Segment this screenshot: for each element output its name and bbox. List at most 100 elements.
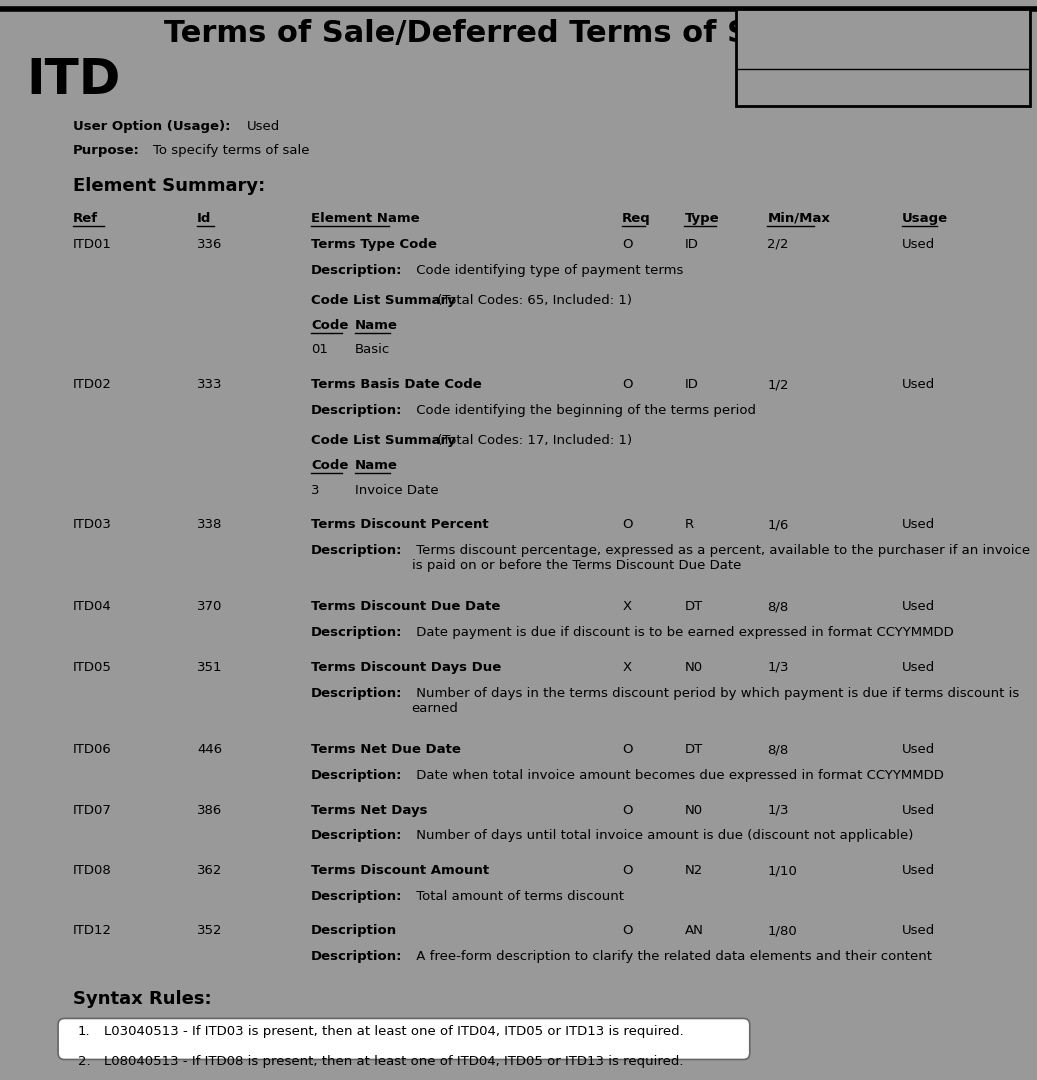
Text: 1/6: 1/6 bbox=[767, 518, 789, 531]
FancyBboxPatch shape bbox=[58, 1018, 750, 1059]
Text: O: O bbox=[622, 743, 633, 756]
Text: Name: Name bbox=[355, 459, 397, 472]
Text: 2.: 2. bbox=[78, 1055, 90, 1068]
Text: 01: 01 bbox=[311, 343, 328, 356]
Text: Used: Used bbox=[902, 378, 935, 391]
Text: Name: Name bbox=[355, 319, 397, 332]
Text: Syntax Rules:: Syntax Rules: bbox=[73, 990, 212, 1009]
Text: O: O bbox=[622, 378, 633, 391]
Text: Purpose:: Purpose: bbox=[73, 144, 139, 157]
Text: Number of days until total invoice amount is due (discount not applicable): Number of days until total invoice amoun… bbox=[412, 829, 913, 842]
Text: Max: >1: Max: >1 bbox=[970, 30, 1022, 43]
Text: Date when total invoice amount becomes due expressed in format CCYYMMDD: Date when total invoice amount becomes d… bbox=[412, 769, 944, 782]
Text: Description:: Description: bbox=[311, 890, 402, 903]
Text: A free-form description to clarify the related data elements and their content: A free-form description to clarify the r… bbox=[412, 950, 931, 963]
Text: Used: Used bbox=[902, 661, 935, 674]
Text: Terms Type Code: Terms Type Code bbox=[311, 238, 437, 251]
Text: User Option (Usage):: User Option (Usage): bbox=[73, 120, 230, 133]
Text: 386: 386 bbox=[197, 804, 222, 816]
Text: Loop: N/A: Loop: N/A bbox=[744, 82, 804, 95]
Text: Element Summary:: Element Summary: bbox=[73, 177, 264, 195]
Text: Description:: Description: bbox=[311, 626, 402, 639]
Text: Ref: Ref bbox=[73, 212, 97, 225]
Text: ID: ID bbox=[684, 238, 698, 251]
Text: Code: Code bbox=[311, 459, 348, 472]
Text: X: X bbox=[622, 600, 632, 613]
Text: L08040513 - If ITD08 is present, then at least one of ITD04, ITD05 or ITD13 is r: L08040513 - If ITD08 is present, then at… bbox=[104, 1055, 683, 1068]
Text: ITD12: ITD12 bbox=[73, 924, 112, 937]
Text: N0: N0 bbox=[684, 804, 702, 816]
Text: 1/3: 1/3 bbox=[767, 804, 789, 816]
Text: 352: 352 bbox=[197, 924, 223, 937]
Text: Code identifying type of payment terms: Code identifying type of payment terms bbox=[412, 264, 683, 276]
Text: ITD01: ITD01 bbox=[73, 238, 111, 251]
Text: Used: Used bbox=[902, 864, 935, 877]
Text: ITD08: ITD08 bbox=[73, 864, 111, 877]
Text: ITD04: ITD04 bbox=[73, 600, 111, 613]
Text: Description:: Description: bbox=[311, 544, 402, 557]
Text: Used: Used bbox=[902, 518, 935, 531]
Text: 1/80: 1/80 bbox=[767, 924, 797, 937]
Text: Used: Used bbox=[902, 924, 935, 937]
Text: L03040513 - If ITD03 is present, then at least one of ITD04, ITD05 or ITD13 is r: L03040513 - If ITD03 is present, then at… bbox=[104, 1025, 683, 1038]
Text: DT: DT bbox=[684, 743, 703, 756]
Text: ITD07: ITD07 bbox=[73, 804, 111, 816]
Text: Terms discount percentage, expressed as a percent, available to the purchaser if: Terms discount percentage, expressed as … bbox=[412, 544, 1030, 572]
Text: 1/10: 1/10 bbox=[767, 864, 797, 877]
Text: Total amount of terms discount: Total amount of terms discount bbox=[412, 890, 623, 903]
Text: Req: Req bbox=[622, 212, 651, 225]
Text: Description:: Description: bbox=[311, 829, 402, 842]
Text: Description:: Description: bbox=[311, 769, 402, 782]
Text: Description:: Description: bbox=[311, 950, 402, 963]
Text: 8/8: 8/8 bbox=[767, 600, 788, 613]
Text: ID: ID bbox=[684, 378, 698, 391]
Text: R: R bbox=[684, 518, 694, 531]
Text: Terms Net Days: Terms Net Days bbox=[311, 804, 427, 816]
Text: To specify terms of sale: To specify terms of sale bbox=[153, 144, 310, 157]
Text: 2/2: 2/2 bbox=[767, 238, 789, 251]
Text: X: X bbox=[622, 661, 632, 674]
Text: DT: DT bbox=[684, 600, 703, 613]
Text: O: O bbox=[622, 864, 633, 877]
Text: ITD05: ITD05 bbox=[73, 661, 111, 674]
Text: 338: 338 bbox=[197, 518, 222, 531]
Text: (Total Codes: 17, Included: 1): (Total Codes: 17, Included: 1) bbox=[433, 434, 633, 447]
Text: ITD03: ITD03 bbox=[73, 518, 111, 531]
Text: Basic: Basic bbox=[355, 343, 390, 356]
Text: Terms Discount Amount: Terms Discount Amount bbox=[311, 864, 489, 877]
Text: 1/3: 1/3 bbox=[767, 661, 789, 674]
Text: Usage: Usage bbox=[902, 212, 948, 225]
Text: Used: Used bbox=[902, 600, 935, 613]
FancyBboxPatch shape bbox=[736, 9, 1030, 106]
Text: Used: Used bbox=[902, 804, 935, 816]
Text: Used: Used bbox=[902, 743, 935, 756]
Text: Description: Description bbox=[311, 924, 397, 937]
Text: 362: 362 bbox=[197, 864, 222, 877]
Text: Description:: Description: bbox=[311, 687, 402, 700]
Text: AN: AN bbox=[684, 924, 703, 937]
Text: Code: Code bbox=[311, 319, 348, 332]
Text: 370: 370 bbox=[197, 600, 222, 613]
Text: Description:: Description: bbox=[311, 404, 402, 417]
Text: Used: Used bbox=[247, 120, 280, 133]
Text: Terms Discount Days Due: Terms Discount Days Due bbox=[311, 661, 501, 674]
Text: ITD06: ITD06 bbox=[73, 743, 111, 756]
Text: Code List Summary: Code List Summary bbox=[311, 434, 456, 447]
Text: O: O bbox=[622, 924, 633, 937]
Text: O: O bbox=[622, 804, 633, 816]
Text: Description:: Description: bbox=[311, 264, 402, 276]
Text: O: O bbox=[622, 238, 633, 251]
Text: 8/8: 8/8 bbox=[767, 743, 788, 756]
Text: Terms Discount Due Date: Terms Discount Due Date bbox=[311, 600, 501, 613]
Text: Type: Type bbox=[684, 212, 719, 225]
Text: Date payment is due if discount is to be earned expressed in format CCYYMMDD: Date payment is due if discount is to be… bbox=[412, 626, 953, 639]
Text: Elements: 9: Elements: 9 bbox=[948, 82, 1022, 95]
Text: Heading - Optional: Heading - Optional bbox=[824, 56, 942, 69]
Text: 446: 446 bbox=[197, 743, 222, 756]
Text: Code identifying the beginning of the terms period: Code identifying the beginning of the te… bbox=[412, 404, 756, 417]
Text: N0: N0 bbox=[684, 661, 702, 674]
Text: 351: 351 bbox=[197, 661, 223, 674]
Text: 1/2: 1/2 bbox=[767, 378, 789, 391]
Text: (Total Codes: 65, Included: 1): (Total Codes: 65, Included: 1) bbox=[433, 294, 633, 307]
Text: N2: N2 bbox=[684, 864, 703, 877]
